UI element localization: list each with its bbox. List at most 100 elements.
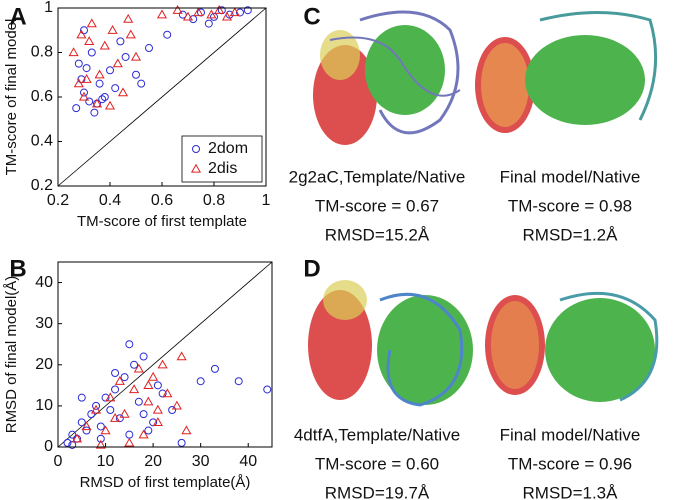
point <box>143 380 154 389</box>
point <box>125 29 136 39</box>
y-tick-label: 10 <box>35 397 53 414</box>
point <box>236 8 244 17</box>
point <box>157 359 168 369</box>
point <box>68 430 77 439</box>
point <box>105 392 116 402</box>
x-axis-label: TM-score of first template <box>77 213 247 230</box>
caption-line: 4dtfA,Template/Native <box>294 425 460 444</box>
point <box>189 15 198 24</box>
point <box>92 401 101 410</box>
caption-line: TM-score = 0.98 <box>508 196 632 215</box>
caption-line: TM-score = 0.96 <box>508 454 632 473</box>
point <box>77 418 86 427</box>
point <box>229 7 240 17</box>
y-axis-label: RMSD of final model(Å) <box>3 276 20 434</box>
x-tick-label: 0.6 <box>151 192 173 209</box>
point <box>221 11 233 21</box>
legend-marker <box>192 145 200 153</box>
point <box>130 360 139 369</box>
point <box>96 434 105 443</box>
point <box>133 363 144 373</box>
point <box>129 384 140 394</box>
y-tick-label: 0.4 <box>31 133 53 150</box>
panel-label: A <box>9 3 26 30</box>
point <box>139 352 148 361</box>
point <box>120 373 129 382</box>
point <box>100 425 111 435</box>
point <box>121 52 130 61</box>
point <box>84 36 95 46</box>
point <box>110 413 121 422</box>
point <box>87 48 96 57</box>
point <box>137 79 146 88</box>
caption-line: 2g2aC,Template/Native <box>289 167 466 186</box>
legend-box <box>181 135 263 183</box>
point <box>123 13 134 23</box>
diagonal <box>57 261 273 448</box>
point <box>148 371 159 381</box>
point <box>77 393 86 402</box>
point <box>138 429 149 439</box>
point <box>112 58 123 68</box>
y-tick-label: 0.6 <box>31 88 53 105</box>
point <box>111 84 120 93</box>
captions: 2g2aC,Template/Native TM-score = 0.67 RMSD… <box>289 167 641 500</box>
point <box>214 5 225 14</box>
point <box>68 47 79 57</box>
point <box>117 87 129 97</box>
point <box>98 95 107 104</box>
point <box>111 369 120 377</box>
point <box>116 37 125 46</box>
point <box>124 437 135 447</box>
point <box>210 364 219 373</box>
point <box>152 404 163 414</box>
x-tick-label: 10 <box>97 453 115 470</box>
point <box>134 397 143 406</box>
x-tick-label: 0 <box>54 453 63 470</box>
point <box>111 385 120 394</box>
point <box>74 59 83 68</box>
point <box>152 417 163 426</box>
y-tick-label: 0.2 <box>31 177 53 194</box>
x-tick-label: 1 <box>262 192 271 209</box>
point <box>172 5 183 14</box>
point <box>234 377 243 386</box>
point <box>85 97 94 106</box>
point <box>193 7 204 17</box>
point <box>100 93 109 101</box>
x-tick-label: 20 <box>144 453 162 470</box>
point <box>106 406 115 414</box>
legend-marker <box>190 163 202 173</box>
x-tick-label: 40 <box>239 453 257 470</box>
caption-line: RMSD=1.3Å <box>523 483 619 500</box>
caption-line: RMSD=19.7Å <box>325 483 430 500</box>
point <box>77 75 86 84</box>
point <box>204 19 213 28</box>
point <box>99 40 110 50</box>
point <box>90 108 99 117</box>
point <box>87 410 96 419</box>
point <box>181 425 192 435</box>
point <box>86 18 97 28</box>
structure-image <box>313 10 461 145</box>
legend-label: 2dis <box>208 160 237 177</box>
point <box>177 438 186 447</box>
x-tick-label: 30 <box>192 453 210 470</box>
point <box>90 404 102 414</box>
point <box>263 385 272 394</box>
point <box>171 400 182 410</box>
point <box>80 88 88 97</box>
point <box>156 9 168 19</box>
caption-line: RMSD=1.2Å <box>523 225 619 244</box>
point <box>130 51 142 61</box>
plot-frame <box>57 7 267 187</box>
panel-label: B <box>9 255 26 282</box>
point <box>95 439 106 449</box>
point <box>107 25 118 34</box>
point <box>71 433 83 443</box>
point <box>153 381 162 390</box>
point <box>168 406 177 414</box>
caption-line: RMSD=15.2Å <box>325 225 430 244</box>
